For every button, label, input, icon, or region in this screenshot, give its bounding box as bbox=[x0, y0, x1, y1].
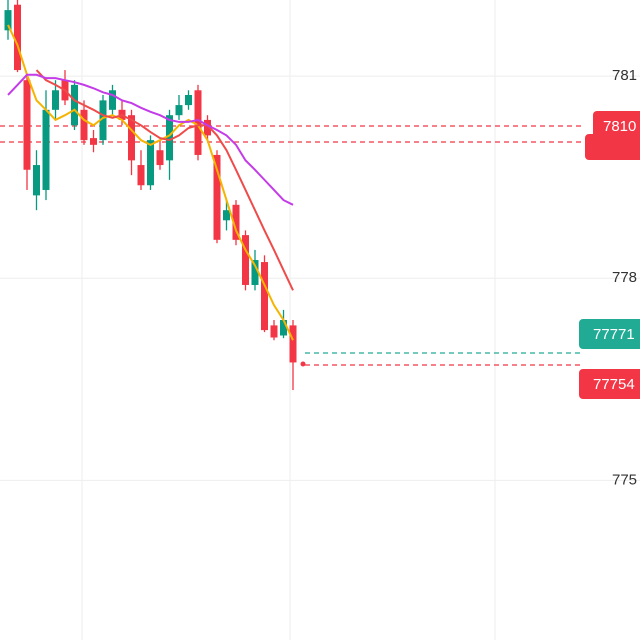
price-tag: 77754 bbox=[579, 369, 640, 399]
price-tag: 7810 bbox=[593, 111, 640, 141]
vertical-grid bbox=[81, 0, 496, 640]
price-tag-box bbox=[579, 319, 640, 349]
price-tag-box bbox=[593, 111, 640, 141]
candle-body bbox=[204, 119, 211, 136]
horizontal-grid bbox=[0, 75, 640, 481]
candle-body bbox=[232, 204, 240, 240]
candle-body bbox=[175, 105, 183, 116]
candles bbox=[4, 0, 297, 391]
candle-body bbox=[213, 154, 221, 240]
price-tag: 77771 bbox=[579, 319, 640, 349]
candle-body bbox=[42, 109, 50, 190]
candle-body bbox=[223, 210, 230, 221]
y-tick-label: 778 bbox=[612, 269, 637, 286]
candle-body bbox=[33, 165, 40, 196]
candle-body bbox=[109, 90, 116, 110]
moving-average-line bbox=[7, 24, 294, 341]
candle-body bbox=[166, 115, 173, 161]
moving-average-line bbox=[35, 69, 294, 291]
candle-body bbox=[147, 140, 154, 186]
candle-body bbox=[289, 325, 297, 363]
price-tag-label: 7810 bbox=[603, 118, 636, 135]
candle-body bbox=[52, 90, 59, 110]
candle-body bbox=[280, 320, 287, 336]
candle-body bbox=[14, 4, 21, 71]
candle-body bbox=[128, 115, 135, 161]
candle-body bbox=[185, 94, 192, 106]
price-lines bbox=[0, 125, 585, 366]
price-tag-label: 77754 bbox=[593, 376, 635, 393]
candle-body bbox=[251, 260, 259, 285]
candle-body bbox=[99, 100, 107, 141]
candle-body bbox=[23, 80, 31, 170]
last-price-dot bbox=[300, 361, 306, 367]
price-tag-box bbox=[579, 369, 640, 399]
y-tick-label: 775 bbox=[612, 471, 637, 488]
candle-body bbox=[270, 325, 278, 338]
candle-body bbox=[71, 84, 78, 126]
candle-body bbox=[80, 109, 88, 141]
candle-body bbox=[194, 90, 202, 155]
moving-average-line bbox=[7, 73, 294, 206]
candle-body bbox=[156, 150, 164, 166]
candle-body bbox=[242, 235, 249, 285]
candle-body bbox=[261, 262, 268, 331]
y-tick-label: 781 bbox=[612, 67, 637, 84]
price-tag-label: 77771 bbox=[593, 326, 635, 343]
candle-body bbox=[137, 165, 145, 186]
candle-body bbox=[90, 138, 97, 145]
candle-body bbox=[4, 10, 12, 31]
